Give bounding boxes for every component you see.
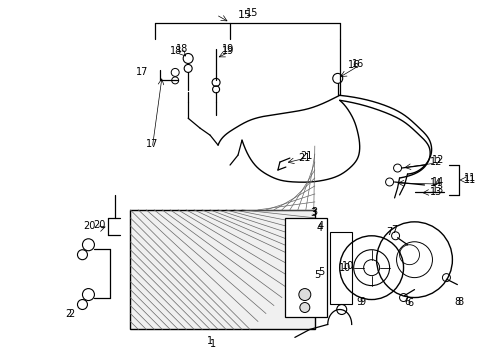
Text: 2: 2 xyxy=(65,310,71,319)
Text: 9: 9 xyxy=(356,297,362,306)
Text: 13: 13 xyxy=(428,187,441,197)
Text: 17: 17 xyxy=(146,139,158,149)
Text: 16: 16 xyxy=(351,59,363,69)
Text: 21: 21 xyxy=(299,151,311,161)
Text: 10: 10 xyxy=(338,263,350,273)
Text: 7: 7 xyxy=(386,227,392,237)
Bar xyxy=(285,218,326,318)
Text: 6: 6 xyxy=(404,297,410,306)
Text: 4: 4 xyxy=(316,223,322,233)
Text: 5: 5 xyxy=(314,270,320,280)
Text: 14: 14 xyxy=(428,178,441,188)
Bar xyxy=(130,210,314,329)
Text: 20: 20 xyxy=(93,220,105,230)
Text: 16: 16 xyxy=(347,60,359,71)
Text: 10: 10 xyxy=(341,261,353,271)
Text: 13: 13 xyxy=(430,185,443,195)
Text: 15: 15 xyxy=(245,8,258,18)
Text: 4: 4 xyxy=(317,221,323,231)
Text: 1: 1 xyxy=(210,339,216,349)
Text: 12: 12 xyxy=(428,157,441,167)
Text: 1: 1 xyxy=(206,336,213,346)
Text: 9: 9 xyxy=(359,297,365,306)
Text: 2: 2 xyxy=(68,310,75,319)
Text: 3: 3 xyxy=(311,207,317,217)
Text: 14: 14 xyxy=(430,177,443,187)
Text: 18: 18 xyxy=(176,44,188,54)
Text: 18: 18 xyxy=(170,45,182,55)
Text: 12: 12 xyxy=(430,155,443,165)
Text: 11: 11 xyxy=(464,173,476,183)
Text: 5: 5 xyxy=(317,267,324,276)
Text: 15: 15 xyxy=(238,10,251,20)
Text: 19: 19 xyxy=(222,45,234,55)
Text: 21: 21 xyxy=(297,153,309,163)
Circle shape xyxy=(299,302,309,312)
Text: 8: 8 xyxy=(453,297,460,306)
Text: 11: 11 xyxy=(464,175,476,185)
Bar xyxy=(329,232,351,303)
Text: 6: 6 xyxy=(407,297,413,307)
Text: 20: 20 xyxy=(83,221,95,231)
Text: 8: 8 xyxy=(456,297,463,306)
Text: 7: 7 xyxy=(391,225,397,235)
Text: 17: 17 xyxy=(136,67,148,77)
Text: 19: 19 xyxy=(222,44,234,54)
Circle shape xyxy=(298,289,310,301)
Text: 3: 3 xyxy=(309,208,315,218)
